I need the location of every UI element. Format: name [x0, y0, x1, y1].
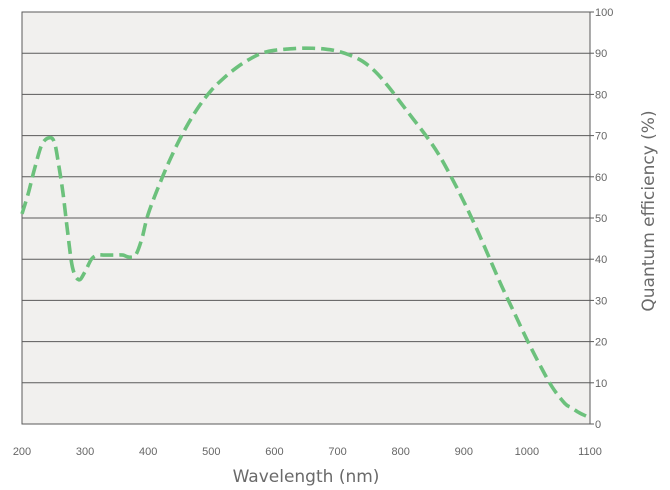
x-tick-label-1000: 1000	[515, 446, 539, 458]
x-tick-label-500: 500	[202, 446, 220, 458]
x-tick-label-600: 600	[265, 446, 283, 458]
x-tick-label-300: 300	[76, 446, 94, 458]
gridlines	[22, 52, 590, 384]
y-axis-ticks: 0 10 20 30 40 50 60 70 80 90 100	[590, 7, 613, 431]
x-tick-label-200: 200	[13, 446, 31, 458]
y-tick-label-60: 60	[595, 172, 607, 184]
x-axis-title: Wavelength (nm)	[233, 467, 380, 487]
x-tick-label-700: 700	[328, 446, 346, 458]
y-tick-label-100: 100	[595, 7, 613, 19]
y-tick-label-0: 0	[595, 419, 601, 431]
y-tick-label-70: 70	[595, 131, 607, 143]
x-axis-ticks: 200 300 400 500 600 700 800 900 1000 1100	[13, 446, 602, 458]
y-tick-label-10: 10	[595, 378, 607, 390]
x-tick-label-1100: 1100	[578, 446, 602, 458]
series-line-quantum-efficiency	[20, 46, 591, 420]
x-tick-label-900: 900	[455, 446, 473, 458]
y-tick-label-40: 40	[595, 254, 607, 266]
y-tick-label-20: 20	[595, 337, 607, 349]
y-tick-label-80: 80	[595, 89, 607, 101]
x-tick-label-800: 800	[391, 446, 409, 458]
y-tick-label-30: 30	[595, 295, 607, 307]
y-tick-label-90: 90	[595, 48, 607, 60]
y-axis-title: Quantum efficiency (%)	[639, 110, 659, 311]
x-tick-label-400: 400	[139, 446, 157, 458]
y-tick-label-50: 50	[595, 213, 607, 225]
